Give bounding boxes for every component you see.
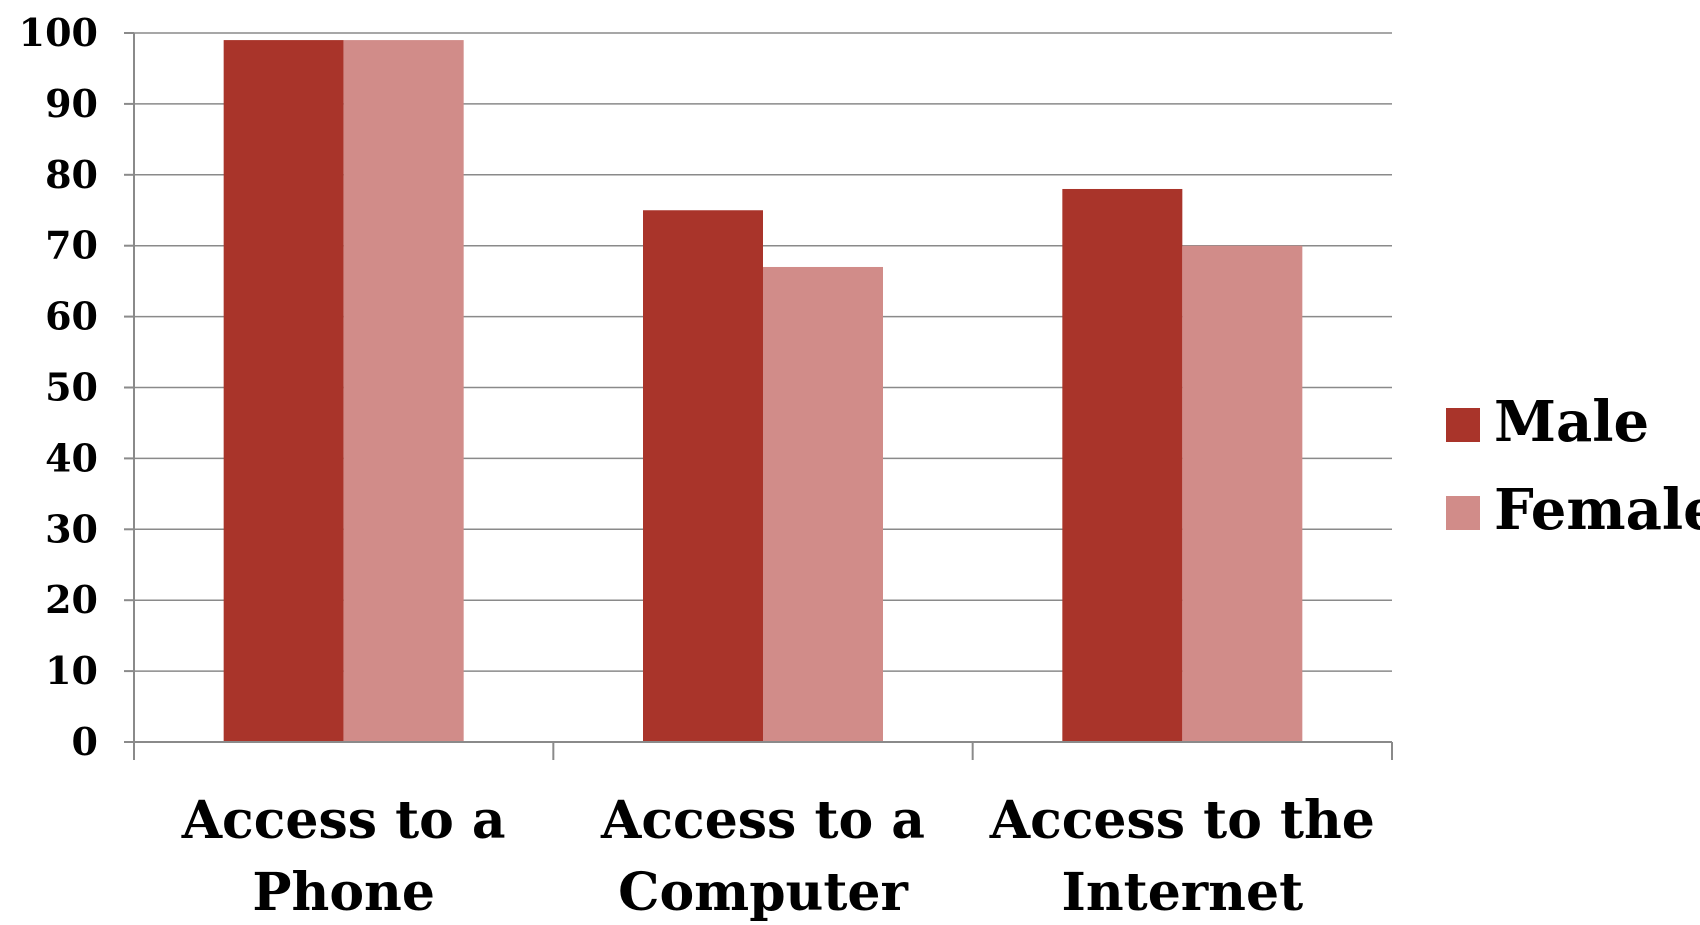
y-tick-label: 70 [45, 223, 98, 268]
y-tick-label: 10 [45, 648, 98, 693]
category-label: Access to a [181, 790, 506, 851]
category-labels: Access to a Phone Access to a Computer Acces… [181, 790, 1375, 923]
y-tick-label: 60 [45, 294, 98, 339]
category-label: Access to the [989, 790, 1375, 851]
bar-male-0 [223, 40, 344, 742]
category-label: Phone [252, 862, 434, 923]
y-tick-label: 50 [45, 365, 98, 410]
legend: Male Female [1446, 389, 1700, 543]
category-label: Access to a [600, 790, 925, 851]
y-tick-label: 20 [45, 577, 98, 622]
legend-swatch-male [1446, 408, 1480, 442]
y-tick-label: 40 [45, 435, 98, 480]
category-label: Internet [1062, 862, 1304, 923]
y-tick-label: 90 [45, 81, 98, 126]
legend-label-female: Female [1494, 477, 1700, 543]
y-tick-label: 30 [45, 506, 98, 551]
y-tick-labels: 0 10 20 30 40 50 60 70 80 90 100 [19, 10, 98, 764]
bars [223, 40, 1303, 743]
bar-female-0 [343, 40, 464, 742]
y-tick-label: 0 [72, 719, 98, 764]
y-tick-label: 100 [19, 10, 98, 55]
y-tick-label: 80 [45, 152, 98, 197]
legend-label-male: Male [1494, 389, 1649, 455]
legend-swatch-female [1446, 496, 1480, 530]
category-label: Computer [618, 862, 908, 923]
bar-female-1 [763, 266, 883, 742]
axes [124, 32, 1393, 760]
bar-male-2 [1062, 188, 1183, 743]
bar-male-1 [643, 210, 763, 742]
bar-female-2 [1182, 245, 1303, 742]
